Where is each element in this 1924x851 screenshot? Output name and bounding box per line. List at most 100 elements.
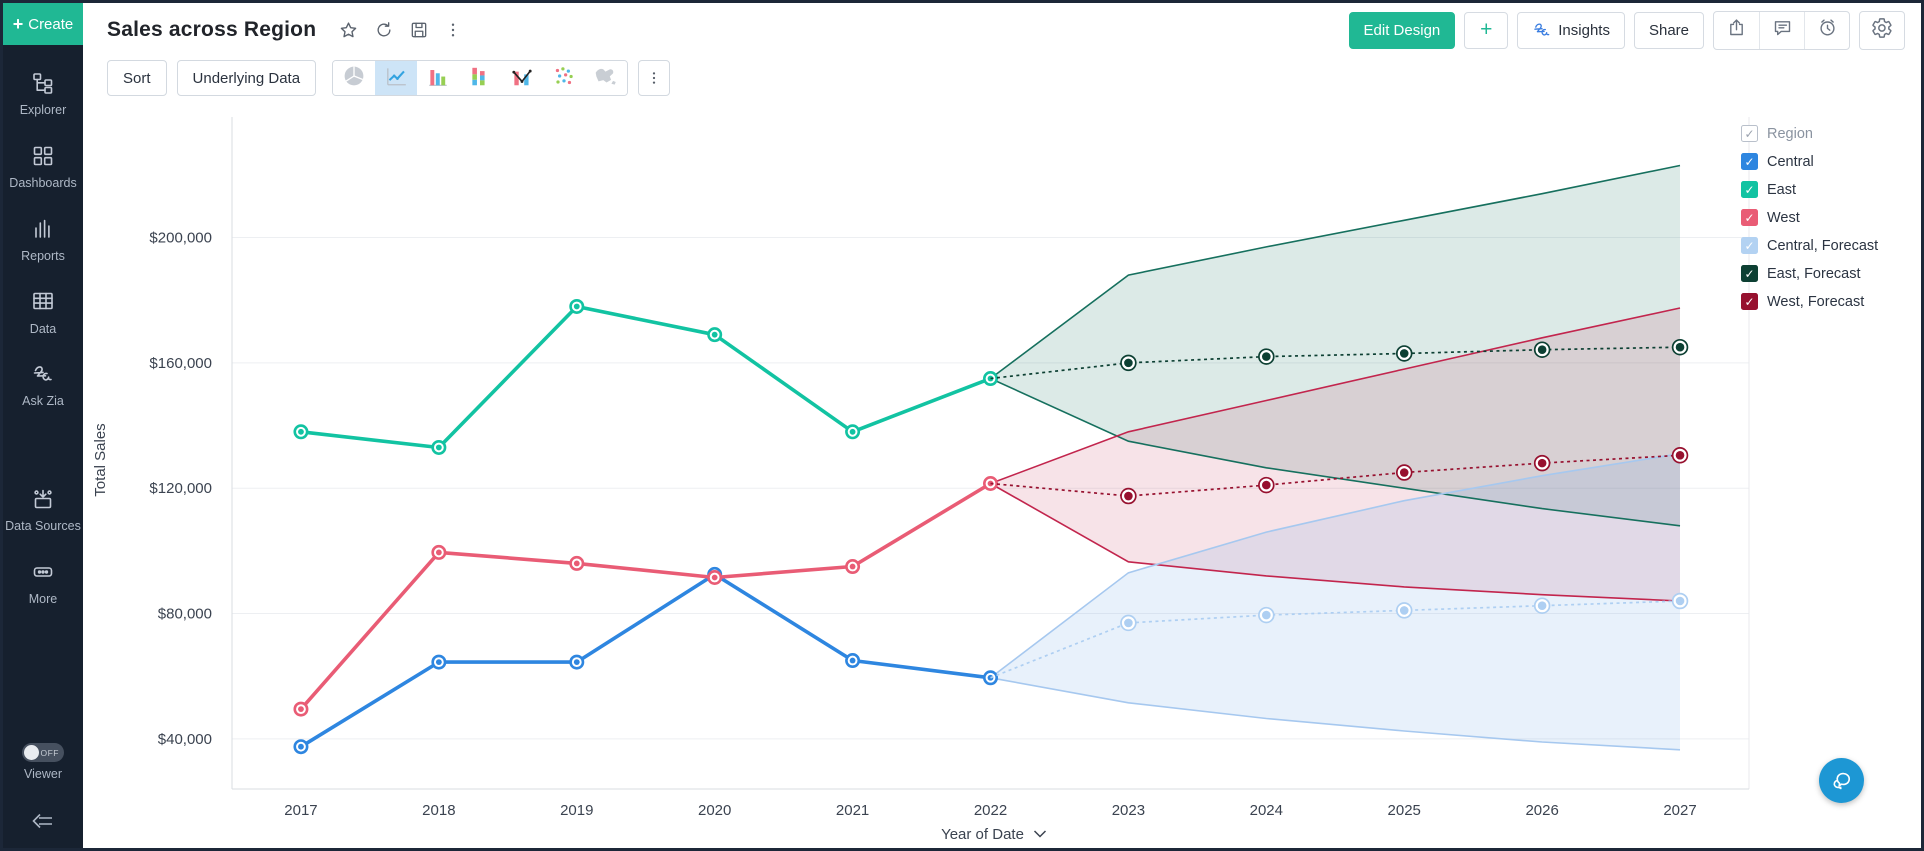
create-button[interactable]: + Create bbox=[3, 3, 83, 45]
viewer-toggle[interactable]: OFF bbox=[22, 743, 64, 762]
share-button[interactable]: Share bbox=[1633, 11, 1704, 49]
sidebar-item-label: More bbox=[28, 591, 58, 606]
checkbox-icon: ✓ bbox=[1741, 125, 1758, 142]
legend-item-east[interactable]: ✓ East bbox=[1741, 181, 1909, 198]
svg-text:2023: 2023 bbox=[1112, 802, 1145, 819]
scatter-chart-icon bbox=[552, 64, 576, 93]
checkbox-icon: ✓ bbox=[1741, 265, 1758, 282]
legend-item-central-forecast[interactable]: ✓ Central, Forecast bbox=[1741, 237, 1909, 254]
header-actions: Edit Design + Insights Share bbox=[1348, 10, 1905, 50]
comment-button[interactable] bbox=[1759, 11, 1804, 49]
chat-icon bbox=[1832, 772, 1850, 789]
legend-item-central[interactable]: ✓ Central bbox=[1741, 153, 1909, 170]
alarm-button[interactable] bbox=[1804, 11, 1849, 49]
toggle-knob-icon bbox=[24, 745, 39, 760]
svg-text:2021: 2021 bbox=[836, 802, 869, 819]
alarm-icon bbox=[1817, 17, 1838, 43]
sidebar-items: Explorer Dashboards Reports Data Ask Zia… bbox=[4, 45, 82, 606]
bar-chart-icon bbox=[426, 64, 450, 93]
chart-toolbar: Sort Underlying Data bbox=[83, 60, 1921, 96]
sidebar-item-data-sources[interactable]: Data Sources bbox=[4, 487, 82, 534]
plus-icon: + bbox=[12, 13, 24, 34]
legend-title: Region bbox=[1767, 125, 1813, 142]
svg-text:$40,000: $40,000 bbox=[158, 731, 212, 748]
sidebar-item-reports[interactable]: Reports bbox=[4, 217, 82, 264]
map-chart-icon bbox=[593, 64, 619, 93]
kebab-icon[interactable] bbox=[444, 21, 462, 39]
sort-button[interactable]: Sort bbox=[107, 60, 167, 96]
legend-item-label: Central bbox=[1767, 153, 1814, 170]
svg-text:2022: 2022 bbox=[974, 802, 1007, 819]
settings-button[interactable] bbox=[1860, 12, 1904, 49]
sidebar-item-explorer[interactable]: Explorer bbox=[4, 71, 82, 118]
more-chart-types-button[interactable] bbox=[638, 60, 671, 96]
zia-icon bbox=[1532, 20, 1552, 40]
svg-text:2025: 2025 bbox=[1388, 802, 1421, 819]
zia-icon bbox=[31, 362, 55, 389]
sidebar-item-ask-zia[interactable]: Ask Zia bbox=[4, 362, 82, 409]
chart-type-scatter-button[interactable] bbox=[543, 61, 586, 95]
viewer-toggle-state: OFF bbox=[40, 748, 59, 758]
insights-label: Insights bbox=[1558, 21, 1610, 39]
svg-text:2017: 2017 bbox=[284, 802, 317, 819]
chart-type-combo-button[interactable] bbox=[501, 61, 544, 95]
export-button[interactable] bbox=[1714, 12, 1759, 49]
explorer-icon bbox=[31, 71, 55, 98]
refresh-icon[interactable] bbox=[374, 20, 394, 40]
svg-text:2026: 2026 bbox=[1525, 802, 1558, 819]
chart-type-stacked-bar-button[interactable] bbox=[459, 61, 502, 95]
chat-fab-button[interactable] bbox=[1819, 758, 1864, 803]
page-title: Sales across Region bbox=[107, 18, 317, 41]
svg-text:$120,000: $120,000 bbox=[149, 480, 212, 497]
legend-item-east-forecast[interactable]: ✓ East, Forecast bbox=[1741, 265, 1909, 282]
combo-chart-icon bbox=[510, 64, 534, 93]
sidebar-item-data[interactable]: Data bbox=[4, 289, 82, 336]
sidebar-item-label: Data Sources bbox=[5, 519, 81, 534]
sidebar-item-dashboards[interactable]: Dashboards bbox=[4, 144, 82, 191]
edit-design-button[interactable]: Edit Design bbox=[1348, 11, 1456, 49]
chart-type-map-button[interactable] bbox=[585, 61, 628, 95]
star-icon[interactable] bbox=[338, 20, 359, 41]
chart-type-strip bbox=[332, 60, 629, 96]
main-area: Sales across Region Edit Design + Insigh… bbox=[83, 3, 1921, 848]
sidebar: + Create Explorer Dashboards Reports Dat… bbox=[3, 3, 83, 848]
svg-text:Year of Date: Year of Date bbox=[941, 826, 1024, 843]
title-icon-bar bbox=[338, 20, 462, 41]
legend-header[interactable]: ✓ Region bbox=[1741, 125, 1909, 142]
add-button[interactable]: + bbox=[1464, 11, 1509, 49]
sidebar-item-label: Reports bbox=[21, 248, 65, 263]
svg-text:$160,000: $160,000 bbox=[149, 355, 212, 372]
svg-text:2018: 2018 bbox=[422, 802, 455, 819]
sidebar-item-label: Data bbox=[29, 321, 57, 336]
svg-text:Total Sales: Total Sales bbox=[92, 423, 109, 496]
svg-text:$80,000: $80,000 bbox=[158, 606, 212, 623]
legend-item-label: West bbox=[1767, 209, 1800, 226]
legend-item-west-forecast[interactable]: ✓ West, Forecast bbox=[1741, 293, 1909, 310]
save-icon[interactable] bbox=[409, 20, 429, 40]
chart-area[interactable]: $40,000 $80,000 $120,000 $160,000 $200,000 20… bbox=[89, 101, 1779, 848]
legend-item-label: East, Forecast bbox=[1767, 265, 1861, 282]
pie-chart-icon bbox=[342, 64, 366, 93]
insights-button[interactable]: Insights bbox=[1517, 11, 1625, 49]
sales-chart[interactable]: $40,000 $80,000 $120,000 $160,000 $200,000 20… bbox=[89, 101, 1779, 848]
action-icon-group bbox=[1713, 10, 1850, 50]
checkbox-icon: ✓ bbox=[1741, 237, 1758, 254]
data-table-icon bbox=[31, 289, 55, 316]
svg-text:2027: 2027 bbox=[1663, 802, 1696, 819]
report-header: Sales across Region Edit Design + Insigh… bbox=[83, 3, 1921, 57]
data-sources-icon bbox=[31, 487, 55, 514]
chart-type-pie-button[interactable] bbox=[333, 61, 376, 95]
legend-item-west[interactable]: ✓ West bbox=[1741, 209, 1909, 226]
svg-text:2020: 2020 bbox=[698, 802, 731, 819]
chart-type-line-button[interactable] bbox=[375, 61, 418, 95]
dashboards-icon bbox=[31, 144, 55, 171]
sidebar-item-more[interactable]: More bbox=[4, 560, 82, 607]
underlying-data-button[interactable]: Underlying Data bbox=[176, 60, 317, 96]
svg-text:2024: 2024 bbox=[1250, 802, 1283, 819]
chart-type-bar-button[interactable] bbox=[417, 61, 460, 95]
stacked-bar-chart-icon bbox=[468, 64, 492, 93]
svg-text:$200,000: $200,000 bbox=[149, 230, 212, 247]
collapse-sidebar-button[interactable] bbox=[30, 809, 56, 838]
kebab-icon bbox=[652, 72, 656, 84]
